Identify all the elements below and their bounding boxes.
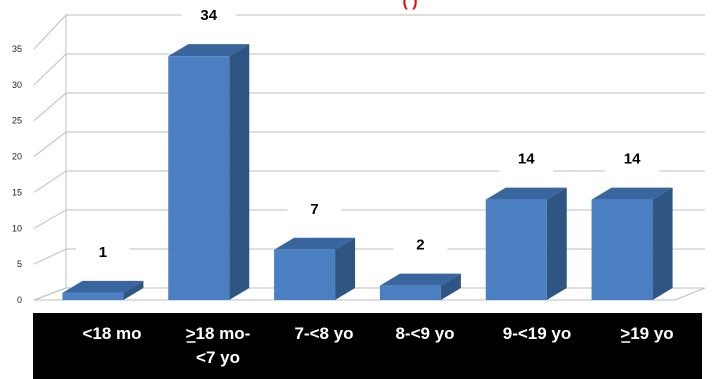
category-labels-layer: <18 mo >18 mo- <7 yo 7-<8 yo 8-<9 yo 9-<19 yo… (82, 324, 673, 367)
category-label: 8-<9 yo (395, 324, 454, 343)
bar-front (274, 249, 336, 300)
y-tick-label: 20 (12, 152, 22, 162)
data-label: 2 (416, 237, 424, 254)
y-tick-label: 30 (12, 80, 22, 90)
chart-title-fragment: ( ) (402, 0, 417, 10)
bar-side (335, 237, 356, 300)
y-tick-label: 5 (17, 259, 22, 269)
bar (168, 44, 250, 300)
data-label: 1 (99, 244, 107, 261)
bar-front (591, 199, 653, 300)
data-labels-layer: 1 34 7 2 14 14 (75, 2, 660, 265)
bar-top (591, 187, 673, 200)
data-label-plate (287, 195, 342, 222)
bar (62, 280, 144, 300)
bar-top (168, 44, 250, 57)
bar-side (229, 44, 250, 300)
data-label: 34 (200, 7, 217, 24)
y-tick-label: 25 (12, 116, 22, 126)
data-label-plate (605, 145, 660, 172)
bar-side (652, 187, 673, 300)
category-label: <18 mo (82, 324, 141, 343)
data-label: 14 (518, 151, 535, 168)
category-label: 7-<8 yo (294, 324, 353, 343)
category-label: >19 yo (620, 324, 673, 343)
y-tick-label: 0 (17, 295, 22, 305)
bar-front (379, 285, 441, 300)
data-label: 14 (624, 151, 641, 168)
category-band (33, 313, 702, 379)
data-label-plate (75, 238, 130, 265)
data-label-plate (393, 231, 448, 258)
bar (485, 187, 567, 300)
y-axis-ticks: 0 5 10 15 20 25 30 35 (12, 44, 22, 305)
data-label-plate (181, 2, 236, 29)
category-label: <7 yo (196, 348, 240, 367)
bar-top (379, 273, 461, 286)
data-label-plate (499, 145, 554, 172)
bar-top (62, 280, 144, 293)
bar-front (62, 292, 124, 300)
bar-side (440, 273, 461, 300)
y-tick-label: 10 (12, 223, 22, 233)
bar-front (485, 199, 547, 300)
bar-top (485, 187, 567, 200)
data-label: 7 (310, 201, 318, 218)
bars-layer (62, 44, 673, 300)
category-label: 9-<19 yo (503, 324, 572, 343)
bar (379, 273, 461, 300)
bar-front (168, 56, 230, 300)
chart-title-layer: ( ) (402, 0, 417, 10)
bar-top (274, 237, 356, 250)
bar-side (546, 187, 567, 300)
category-label: >18 mo- (186, 324, 251, 343)
y-tick-label: 15 (12, 187, 22, 197)
bar (591, 187, 673, 300)
bar-side (123, 280, 144, 300)
y-tick-label: 35 (12, 44, 22, 54)
bar (274, 237, 356, 300)
